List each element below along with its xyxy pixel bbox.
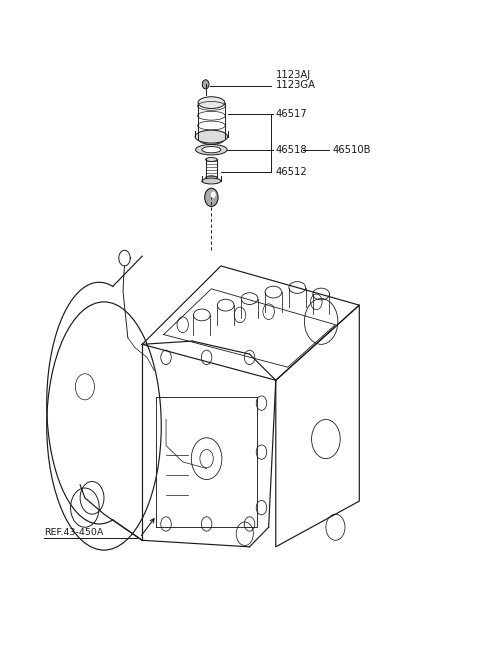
Text: 1123AJ: 1123AJ (276, 70, 311, 80)
Ellipse shape (198, 96, 225, 108)
Ellipse shape (198, 133, 225, 144)
Ellipse shape (205, 176, 217, 180)
Text: 1123GA: 1123GA (276, 80, 316, 91)
Circle shape (211, 192, 216, 198)
Text: 46512: 46512 (276, 167, 308, 177)
Ellipse shape (202, 146, 221, 153)
Circle shape (202, 80, 209, 89)
Ellipse shape (196, 144, 227, 155)
Ellipse shape (205, 157, 217, 161)
Circle shape (204, 188, 218, 207)
Text: REF.43-450A: REF.43-450A (44, 528, 104, 537)
Text: 46510B: 46510B (333, 145, 372, 155)
Text: 46518: 46518 (276, 145, 307, 155)
Ellipse shape (202, 178, 221, 184)
Ellipse shape (195, 130, 228, 143)
Text: 46517: 46517 (276, 109, 308, 119)
